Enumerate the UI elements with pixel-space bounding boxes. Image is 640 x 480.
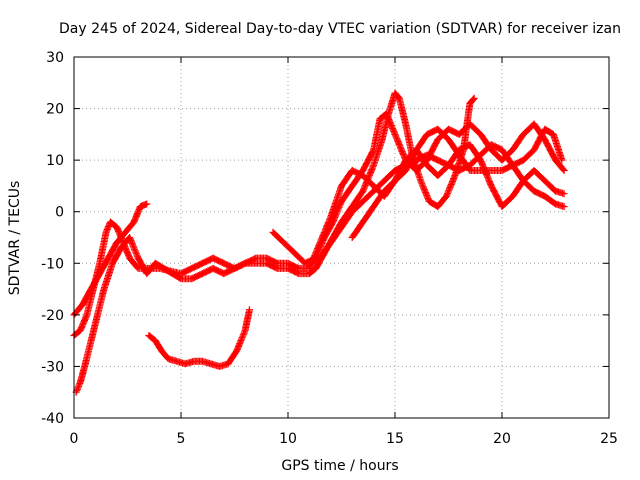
data-series [70,89,568,396]
y-tick-label: -20 [41,308,64,324]
series-D-markers [145,306,253,370]
x-tick-label: 15 [386,431,404,447]
y-tick-label: -40 [41,411,64,427]
x-tick-label: 25 [600,431,618,447]
y-tick-label: 30 [46,50,64,66]
series-F-markers [305,141,568,267]
chart-title: Day 245 of 2024, Sidereal Day-to-day VTE… [59,21,621,37]
y-tick-label: 20 [46,102,64,118]
x-tick-label: 20 [493,431,511,447]
x-axis-label: GPS time / hours [281,458,398,474]
y-tick-label: -30 [41,359,64,375]
series-G [348,125,566,241]
x-tick-label: 10 [279,431,297,447]
x-tick-label: 0 [70,431,79,447]
grid-lines [74,57,609,418]
plot-frame [73,56,610,419]
axis-ticks: 0 5 10 15 20 25 -40 -30 -20 -10 0 10 20 30 [41,50,618,447]
y-tick-label: 10 [46,153,64,169]
y-tick-label: -10 [41,256,64,272]
series-D [145,306,253,370]
y-tick-label: 0 [55,205,64,221]
y-axis-label: SDTVAR / TECUs [7,181,23,296]
series-F [305,141,568,267]
x-tick-label: 5 [177,431,186,447]
